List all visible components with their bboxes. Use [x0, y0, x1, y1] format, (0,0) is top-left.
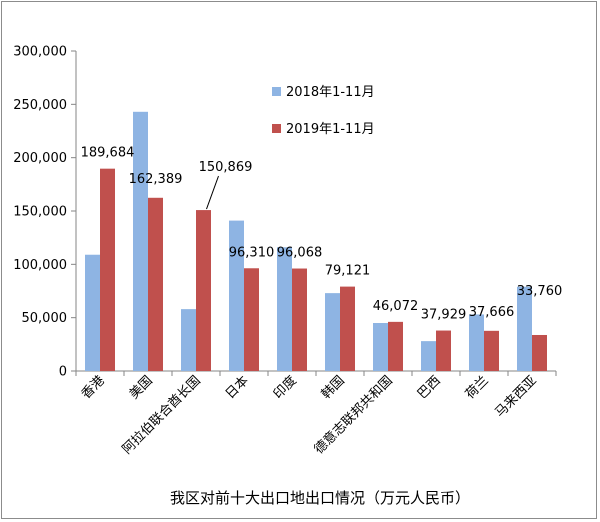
bar-2019 [292, 268, 307, 371]
data-label-2019: 33,760 [517, 284, 563, 299]
x-category-label: 美国 [127, 373, 156, 402]
bar-2018 [181, 309, 196, 371]
x-category-label: 巴西 [415, 373, 444, 402]
legend: 2018年1-11月 2019年1-11月 [272, 85, 375, 137]
data-label-2019: 162,389 [129, 172, 183, 187]
legend-label-2019: 2019年1-11月 [286, 122, 375, 137]
bar-2019 [148, 197, 163, 371]
x-category-label: 香港 [79, 373, 108, 402]
y-tick-label: 150,000 [13, 205, 67, 220]
bar-2019 [436, 330, 451, 371]
bar-2018 [229, 220, 244, 371]
x-category-label: 日本 [223, 373, 252, 402]
bar-2018 [133, 111, 148, 372]
bars [85, 111, 547, 372]
x-category-label: 印度 [270, 373, 300, 403]
bar-2019 [484, 330, 499, 371]
y-tick-label: 250,000 [13, 98, 67, 113]
data-label-2019: 150,869 [199, 160, 253, 175]
bar-2018 [325, 293, 340, 371]
bar-2018 [277, 247, 292, 371]
data-label-2019: 189,684 [81, 146, 135, 161]
bar-2018 [421, 341, 436, 371]
bar-2018 [85, 254, 100, 371]
legend-swatch-2019 [272, 124, 281, 133]
bar-2018 [373, 323, 388, 371]
x-category-label: 阿拉伯联合酋长国 [119, 373, 204, 458]
y-tick-label: 200,000 [13, 151, 67, 166]
x-category-label: 马来西亚 [492, 373, 539, 420]
y-tick-label: 300,000 [13, 45, 67, 60]
bar-2019 [196, 210, 211, 371]
legend-swatch-2018 [272, 87, 281, 96]
data-label-leader-line [206, 175, 219, 210]
data-label-2019: 46,072 [373, 299, 419, 314]
bar-2019 [244, 268, 259, 371]
bar-2018 [517, 286, 532, 371]
x-category-label: 荷兰 [463, 373, 492, 402]
data-label-2019: 37,666 [469, 305, 515, 320]
y-tick-label: 100,000 [13, 258, 67, 273]
bar-2019 [100, 168, 115, 371]
bar-2019 [388, 321, 403, 371]
bar-2019 [340, 286, 355, 371]
data-label-2019: 96,310 [229, 245, 275, 260]
bar-2019 [532, 334, 547, 371]
y-tick-label: 0 [59, 365, 67, 380]
data-label-2019: 37,929 [421, 308, 467, 323]
y-tick-label: 50,000 [22, 311, 68, 326]
x-category-label: 德意志联邦共和国 [311, 373, 396, 458]
chart-title: 我区对前十大出口地出口情况（万元人民币） [170, 489, 470, 507]
legend-label-2018: 2018年1-11月 [286, 85, 375, 100]
data-label-2019: 79,121 [325, 264, 371, 279]
data-label-2019: 96,068 [277, 246, 323, 261]
bar-2018 [469, 314, 484, 371]
x-category-label: 韩国 [319, 373, 348, 402]
